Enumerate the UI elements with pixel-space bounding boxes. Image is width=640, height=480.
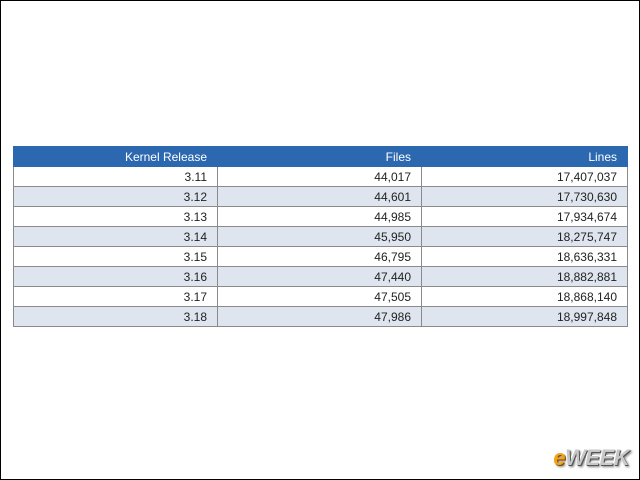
cell-files: 47,505 <box>217 286 422 307</box>
cell-files: 44,017 <box>217 166 422 187</box>
cell-release: 3.13 <box>13 206 218 227</box>
cell-release: 3.15 <box>13 246 218 267</box>
table-row: 3.11 44,017 17,407,037 <box>13 166 628 187</box>
header-lines: Lines <box>421 146 628 167</box>
cell-files: 47,986 <box>217 306 422 327</box>
cell-lines: 18,636,331 <box>421 246 628 267</box>
cell-release: 3.14 <box>13 226 218 247</box>
table-row: 3.16 47,440 18,882,881 <box>13 266 628 287</box>
kernel-stats-table: Kernel Release Files Lines 3.11 44,017 1… <box>13 146 628 327</box>
eweek-logo-text: WEEK <box>565 445 630 470</box>
cell-release: 3.18 <box>13 306 218 327</box>
cell-lines: 17,407,037 <box>421 166 628 187</box>
table-row: 3.13 44,985 17,934,674 <box>13 206 628 227</box>
cell-lines: 18,868,140 <box>421 286 628 307</box>
eweek-logo-e: e <box>553 445 565 470</box>
table-row: 3.15 46,795 18,636,331 <box>13 246 628 267</box>
cell-files: 44,601 <box>217 186 422 207</box>
cell-release: 3.11 <box>13 166 218 187</box>
header-kernel-release: Kernel Release <box>13 146 218 167</box>
eweek-logo: eWEEK <box>553 445 629 471</box>
cell-files: 45,950 <box>217 226 422 247</box>
cell-release: 3.16 <box>13 266 218 287</box>
cell-lines: 18,997,848 <box>421 306 628 327</box>
cell-files: 46,795 <box>217 246 422 267</box>
table-row: 3.17 47,505 18,868,140 <box>13 286 628 307</box>
table-row: 3.14 45,950 18,275,747 <box>13 226 628 247</box>
cell-lines: 18,275,747 <box>421 226 628 247</box>
table-row: 3.18 47,986 18,997,848 <box>13 306 628 327</box>
cell-files: 47,440 <box>217 266 422 287</box>
cell-lines: 17,730,630 <box>421 186 628 207</box>
header-files: Files <box>217 146 422 167</box>
cell-release: 3.17 <box>13 286 218 307</box>
cell-files: 44,985 <box>217 206 422 227</box>
cell-release: 3.12 <box>13 186 218 207</box>
table-header-row: Kernel Release Files Lines <box>13 146 628 167</box>
table-row: 3.12 44,601 17,730,630 <box>13 186 628 207</box>
cell-lines: 18,882,881 <box>421 266 628 287</box>
cell-lines: 17,934,674 <box>421 206 628 227</box>
